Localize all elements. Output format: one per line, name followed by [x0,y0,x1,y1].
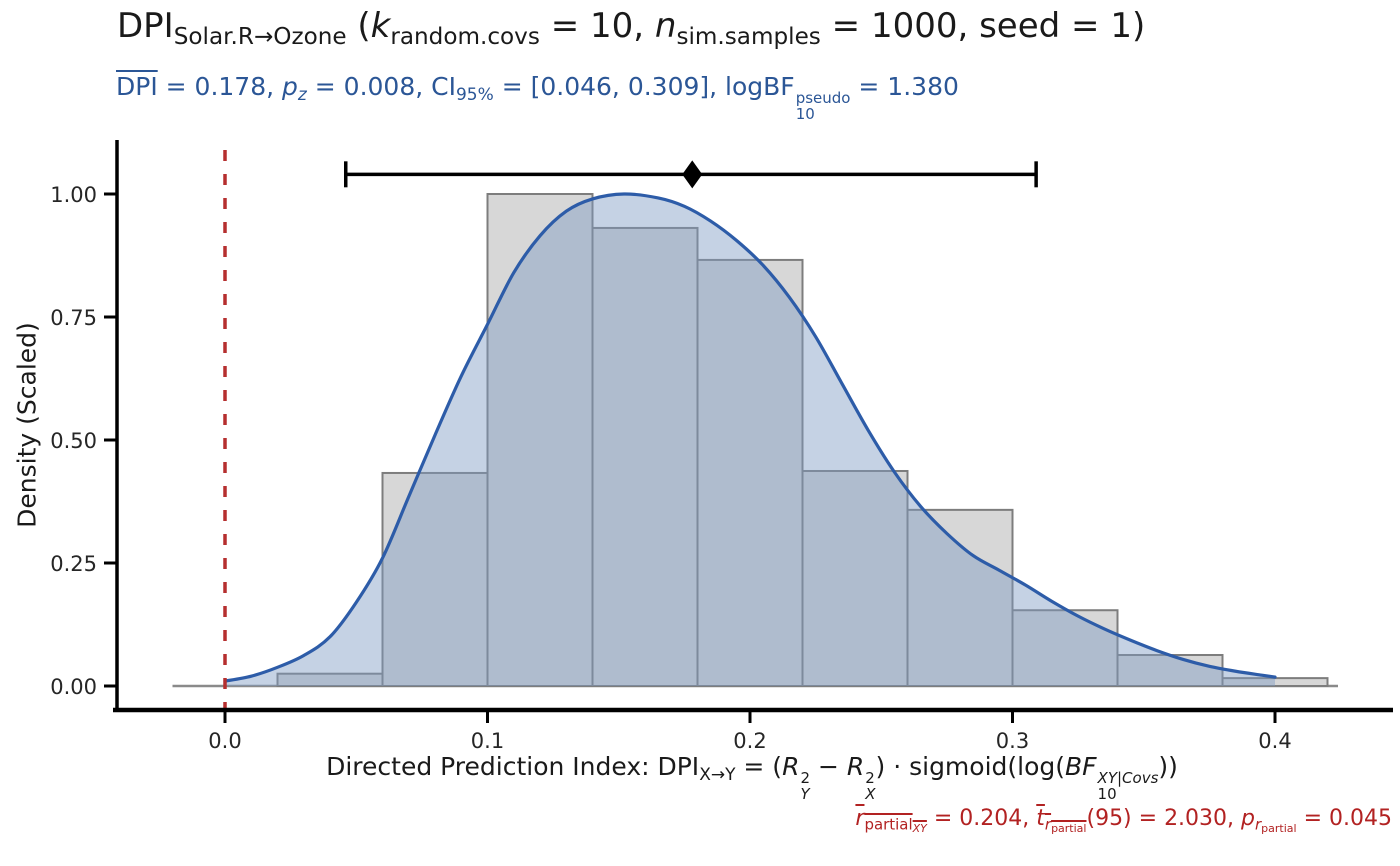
density-curve [223,192,1277,683]
histogram-bar [486,193,594,687]
x-tick-label: 0.4 [1258,729,1291,753]
histogram-bar [801,469,909,687]
chart-title: DPISolar.R→Ozone (krandom.covs = 10, nsi… [117,6,1146,50]
y-tick-label: 0.75 [50,306,97,330]
histogram-bar [1011,609,1119,687]
y-tick-label: 0.00 [50,675,97,699]
density-area [225,193,1275,686]
histogram-bar [906,508,1014,688]
histogram-bar [591,226,699,687]
stats-caption: rpartialXY = 0.204, trpartial(95) = 2.03… [855,806,1392,835]
mean-diamond [682,160,703,189]
x-tick-label: 0.0 [208,729,241,753]
x-tick-label: 0.1 [471,729,504,753]
histogram-bar [381,471,489,687]
y-tick-label: 0.25 [50,552,97,576]
x-tick-label: 0.3 [996,729,1029,753]
histogram-bar [696,258,804,687]
y-axis-label: Density (Scaled) [12,322,42,528]
chart-subtitle: DPI = 0.178, pz = 0.008, CI95% = [0.046,… [116,72,959,123]
y-tick-label: 1.00 [50,183,97,207]
x-tick-label: 0.2 [733,729,766,753]
x-axis-label: Directed Prediction Index: DPIX→Y = (R 2 Y… [326,752,1178,803]
y-tick-label: 0.50 [50,429,97,453]
